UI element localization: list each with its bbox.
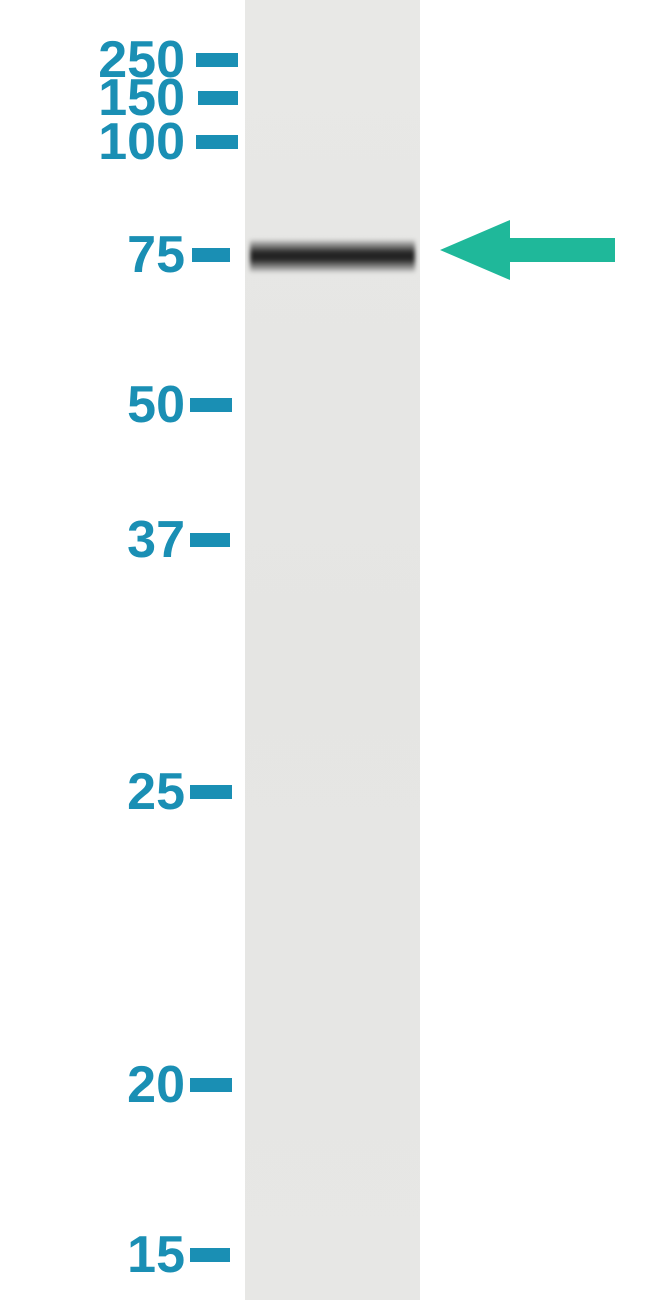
marker-tick-15	[190, 1248, 230, 1262]
marker-tick-75	[192, 248, 230, 262]
marker-label-25: 25	[127, 762, 185, 822]
protein-band	[250, 240, 415, 272]
marker-label-20: 20	[127, 1055, 185, 1115]
marker-label-37: 37	[127, 510, 185, 570]
marker-tick-37	[190, 533, 230, 547]
marker-tick-100	[196, 135, 238, 149]
marker-tick-150	[198, 91, 238, 105]
indicator-arrow	[440, 220, 615, 280]
marker-label-75: 75	[127, 225, 185, 285]
marker-tick-50	[190, 398, 232, 412]
arrow-left-icon	[440, 220, 615, 280]
marker-label-50: 50	[127, 375, 185, 435]
gel-lane	[245, 0, 420, 1300]
marker-tick-25	[190, 785, 232, 799]
marker-tick-20	[190, 1078, 232, 1092]
marker-label-100: 100	[98, 112, 185, 172]
western-blot: 250150100755037252015	[0, 0, 650, 1300]
marker-label-15: 15	[127, 1225, 185, 1285]
marker-tick-250	[196, 53, 238, 67]
